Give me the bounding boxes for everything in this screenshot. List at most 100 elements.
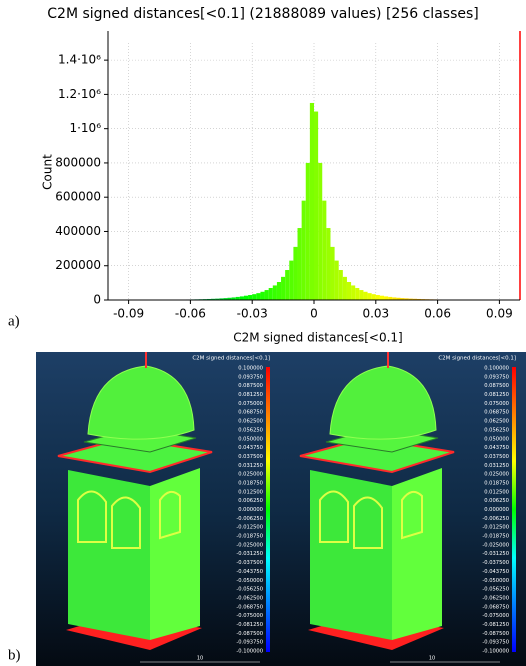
scale-label: 0.012500	[484, 489, 509, 495]
scale-label: -0.075000	[482, 613, 509, 619]
color-scale	[512, 367, 516, 652]
scale-label: 0.031250	[484, 463, 509, 469]
scale-label: 0.006250	[484, 498, 509, 504]
bar	[227, 297, 232, 300]
x-tick-label: 0	[310, 307, 318, 321]
scale-label: -0.043750	[236, 569, 263, 575]
bar	[235, 296, 240, 300]
scale-label: -0.056250	[236, 587, 263, 593]
bar	[309, 102, 314, 300]
bar	[293, 246, 298, 300]
y-tick-label: 800000	[55, 155, 101, 169]
scale-label: -0.025000	[236, 542, 263, 548]
scale-label: 0.018750	[484, 480, 509, 486]
scale-label: 0.087500	[238, 383, 263, 389]
bar	[412, 298, 417, 300]
bar	[375, 295, 380, 300]
scale-label: -0.068750	[482, 604, 509, 610]
scale-label: 0.000000	[484, 507, 509, 513]
bar	[338, 270, 343, 300]
scale-label: -0.006250	[236, 516, 263, 522]
scale-label: 0.006250	[238, 498, 263, 504]
bar	[342, 276, 347, 300]
scale-label: -0.093750	[236, 640, 263, 646]
scale-label: -0.056250	[482, 587, 509, 593]
bar	[260, 291, 265, 300]
scale-label: -0.075000	[236, 613, 263, 619]
bar	[351, 285, 356, 300]
scale-labels: 0.100000 0.093750 0.087500 0.081250 0.075000…	[236, 366, 263, 655]
bar	[318, 162, 323, 300]
color-scale	[266, 367, 270, 652]
bar	[314, 111, 319, 301]
bar	[268, 288, 273, 300]
scale-label: -0.037500	[236, 560, 263, 566]
scale-label: 0.075000	[238, 401, 263, 407]
scale-label: 0.000000	[238, 507, 263, 513]
bar	[223, 298, 228, 300]
scale-label: 0.062500	[484, 419, 509, 425]
scale-label: -0.062500	[236, 595, 263, 601]
scale-label: 0.056250	[238, 427, 263, 433]
bar	[379, 295, 385, 300]
bar	[264, 290, 269, 300]
scale-label: -0.018750	[236, 534, 263, 540]
y-tick-label: 600000	[55, 190, 101, 204]
bar	[297, 228, 302, 300]
bar	[334, 260, 339, 300]
scale-label: -0.093750	[482, 640, 509, 646]
bar	[305, 162, 310, 300]
bar	[371, 294, 376, 300]
x-tick-label: -0.06	[175, 307, 206, 321]
scale-label: -0.081250	[236, 622, 263, 628]
scale-label: -0.081250	[482, 622, 509, 628]
scale-label: 0.100000	[484, 366, 509, 372]
bar	[388, 296, 393, 300]
scale-label: -0.031250	[236, 551, 263, 557]
bar	[322, 200, 327, 300]
bar	[256, 293, 261, 300]
bar	[239, 296, 244, 300]
scale-label: 0.043750	[238, 445, 263, 451]
bar	[326, 228, 331, 300]
scale-label: 0.068750	[484, 410, 509, 416]
bar	[272, 285, 277, 300]
bar	[400, 298, 405, 300]
scale-label: 0.037500	[238, 454, 263, 460]
scale-label: 0.100000	[238, 366, 263, 372]
bar	[252, 294, 257, 300]
scale-label: -0.012500	[482, 525, 509, 531]
bar	[281, 276, 286, 300]
y-axis-label: Count	[41, 154, 55, 190]
bar	[363, 291, 368, 300]
panel-label: a)	[8, 313, 20, 329]
scale-label: 0.093750	[238, 374, 263, 380]
scale-label: 0.050000	[238, 436, 263, 442]
bar	[248, 295, 253, 300]
scale-label: 0.062500	[238, 419, 263, 425]
bar	[301, 200, 306, 300]
bar	[206, 298, 211, 300]
scale-label: -0.050000	[482, 578, 509, 584]
scale-title: C2M signed distances[<0.1]	[192, 356, 270, 362]
scale-label: -0.031250	[482, 551, 509, 557]
scale-label: 0.081250	[484, 392, 509, 398]
scale-label: 0.087500	[484, 383, 509, 389]
y-tick-label: 0	[93, 293, 101, 307]
scale-bar-label: 10	[429, 656, 435, 662]
scale-label: 0.037500	[484, 454, 509, 460]
panel-label: b)	[8, 647, 21, 663]
scale-label: 0.018750	[238, 480, 263, 486]
y-tick-label: 1·10⁶	[69, 121, 101, 135]
bar	[330, 246, 335, 300]
bar	[384, 296, 389, 300]
bar	[231, 297, 236, 300]
bar	[392, 297, 397, 300]
y-tick-label: 200000	[55, 258, 101, 272]
x-tick-label: -0.03	[237, 307, 268, 321]
scale-label: -0.050000	[236, 578, 263, 584]
scale-label: -0.087500	[236, 631, 263, 637]
x-axis-label: C2M signed distances[<0.1]	[233, 331, 402, 345]
bar	[367, 293, 372, 300]
